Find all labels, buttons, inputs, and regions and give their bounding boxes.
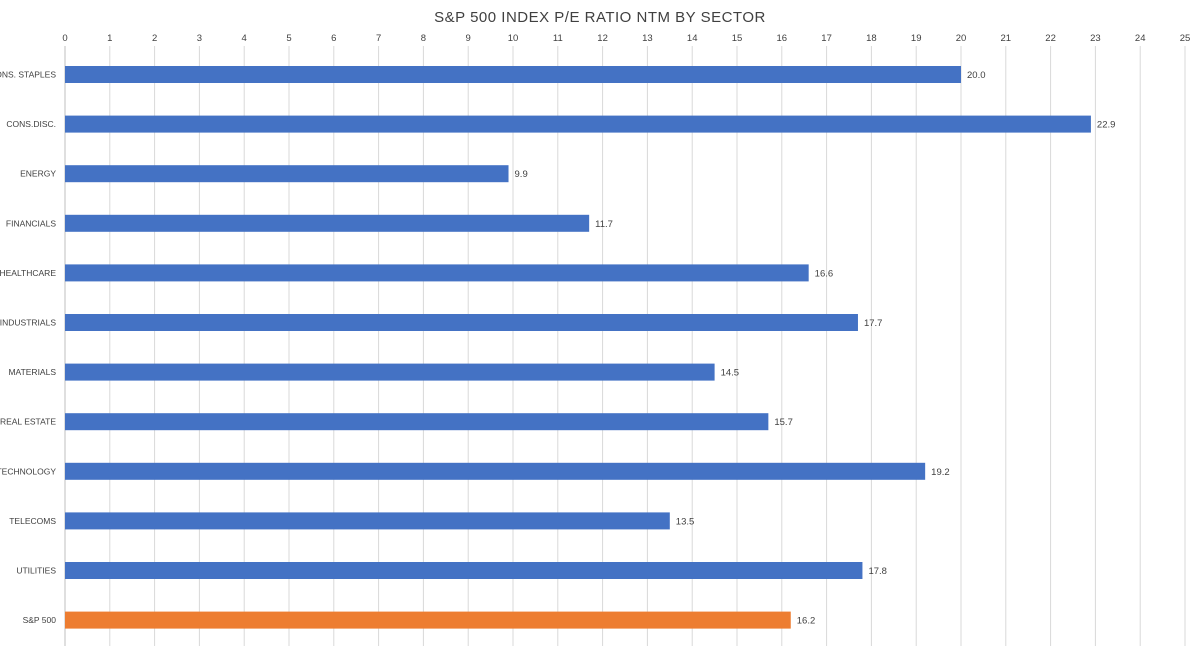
data-label-energy: 9.9 [515,169,528,180]
gridlines [64,46,1186,646]
x-tick-label: 11 [553,33,563,44]
bar-healthcare [65,264,809,282]
chart-title: S&P 500 INDEX P/E RATIO NTM BY SECTOR [434,9,766,26]
bar-cons-disc [65,115,1091,133]
category-label-materials: MATERIALS [8,367,56,377]
x-tick-label: 16 [777,33,788,44]
category-label-cons-disc: CONS.DISC. [6,119,56,129]
x-tick-label: 7 [376,33,381,44]
x-tick-label: 22 [1045,33,1056,44]
bar-financials [65,214,590,232]
category-label-energy: ENERGY [20,169,56,179]
data-label-materials: 14.5 [721,368,740,379]
category-label-real-estate: REAL ESTATE [0,417,56,427]
x-tick-label: 10 [508,33,519,44]
bar-industrials [65,314,858,331]
data-label-real-estate: 15.7 [774,417,793,428]
x-tick-label: 15 [732,33,743,44]
x-tick-label: 6 [331,33,336,44]
x-tick-label: 17 [821,33,832,44]
data-label-industrials: 17.7 [864,318,883,329]
bar-telecoms [65,512,670,530]
bars [65,66,1091,629]
x-tick-label: 12 [597,33,608,44]
x-tick-label: 1 [107,33,112,44]
category-label-s-p-500: S&P 500 [23,615,57,625]
bar-utilities [65,562,863,579]
x-tick-label: 5 [286,33,291,44]
x-tick-label: 20 [956,33,967,44]
data-label-financials: 11.7 [595,219,613,230]
category-label-financials: FINANCIALS [6,218,56,228]
category-label-utilities: UTILITIES [16,566,56,576]
data-label-telecoms: 13.5 [676,516,695,527]
bar-materials [65,363,715,381]
data-label-cons-disc: 22.9 [1097,120,1116,131]
x-tick-label: 25 [1180,33,1191,44]
data-label-cons-staples: 20.0 [967,70,986,81]
bar-s-p-500 [65,611,791,629]
bar-energy [65,165,509,183]
bar-real-estate [65,413,769,431]
category-label-telecoms: TELECOMS [9,516,56,526]
x-tick-label: 9 [466,33,471,44]
category-label-industrials: INDUSTRIALS [0,318,56,328]
data-label-healthcare: 16.6 [815,268,834,279]
x-tick-label: 14 [687,33,698,44]
data-labels: 20.0 22.9 9.9 11.7 16.6 17.7 14.5 15.7 19.2 13.5 1… [515,70,1116,627]
x-tick-label: 19 [911,33,922,44]
category-label-healthcare: HEALTHCARE [0,268,56,278]
x-tick-label: 4 [242,33,247,44]
data-label-technology: 19.2 [931,467,950,478]
x-tick-label: 0 [62,33,67,44]
x-tick-label: 3 [197,33,202,44]
x-axis-ticks: 0 1 2 3 4 5 6 7 8 9 10 11 12 13 14 15 16 17 18 19 20 21 22 23 24… [62,33,1190,44]
x-tick-label: 23 [1090,33,1101,44]
x-tick-label: 13 [642,33,653,44]
data-label-utilities: 17.8 [868,566,887,577]
category-label-cons-staples: CONS. STAPLES [0,70,56,80]
x-tick-label: 24 [1135,33,1146,44]
x-tick-label: 21 [1001,33,1012,44]
bar-technology [65,462,926,480]
data-label-s-p-500: 16.2 [797,616,816,627]
bar-cons-staples [65,66,961,83]
category-label-technology: TECHNOLOGY [0,466,56,476]
x-tick-label: 2 [152,33,157,44]
category-labels: CONS. STAPLES CONS.DISC. ENERGY FINANCIALS H… [0,70,56,626]
x-tick-label: 8 [421,33,426,44]
x-tick-label: 18 [866,33,877,44]
